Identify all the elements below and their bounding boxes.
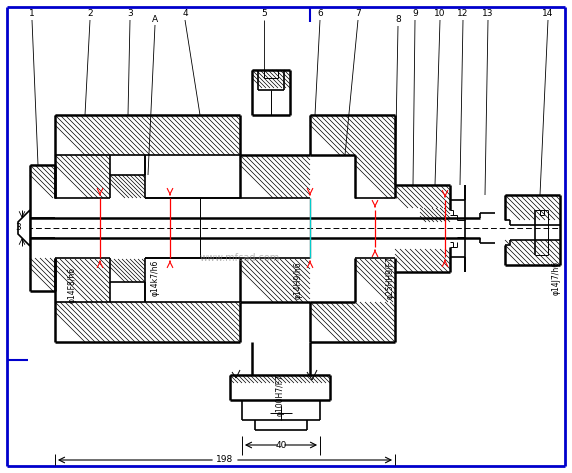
Text: 1: 1 bbox=[29, 9, 35, 18]
Text: 13: 13 bbox=[482, 9, 494, 18]
Text: 8: 8 bbox=[395, 16, 401, 25]
Text: A: A bbox=[152, 16, 158, 25]
Text: 14: 14 bbox=[542, 9, 554, 18]
Text: 3: 3 bbox=[127, 9, 133, 18]
Text: 6: 6 bbox=[317, 9, 323, 18]
Text: 12: 12 bbox=[457, 9, 468, 18]
Text: 7: 7 bbox=[355, 9, 361, 18]
Text: 198: 198 bbox=[216, 455, 233, 464]
Text: 10: 10 bbox=[434, 9, 446, 18]
Text: φ14F8/h6: φ14F8/h6 bbox=[67, 267, 77, 303]
Polygon shape bbox=[18, 210, 30, 246]
Text: φ14J7/h6: φ14J7/h6 bbox=[551, 261, 561, 295]
Text: 3: 3 bbox=[15, 224, 21, 233]
Text: φ14k7/h6: φ14k7/h6 bbox=[150, 260, 160, 296]
Text: 2: 2 bbox=[87, 9, 93, 18]
Text: φ100H7/F7: φ100H7/F7 bbox=[276, 374, 284, 416]
Text: φ14H9/h6: φ14H9/h6 bbox=[293, 261, 303, 299]
Text: 40: 40 bbox=[275, 440, 287, 449]
Text: 9: 9 bbox=[412, 9, 418, 18]
Text: 4: 4 bbox=[182, 9, 188, 18]
Text: 5: 5 bbox=[261, 9, 267, 18]
Text: φ25HH9/F7: φ25HH9/F7 bbox=[386, 256, 395, 299]
Text: www.mfcad.com: www.mfcad.com bbox=[200, 253, 280, 263]
